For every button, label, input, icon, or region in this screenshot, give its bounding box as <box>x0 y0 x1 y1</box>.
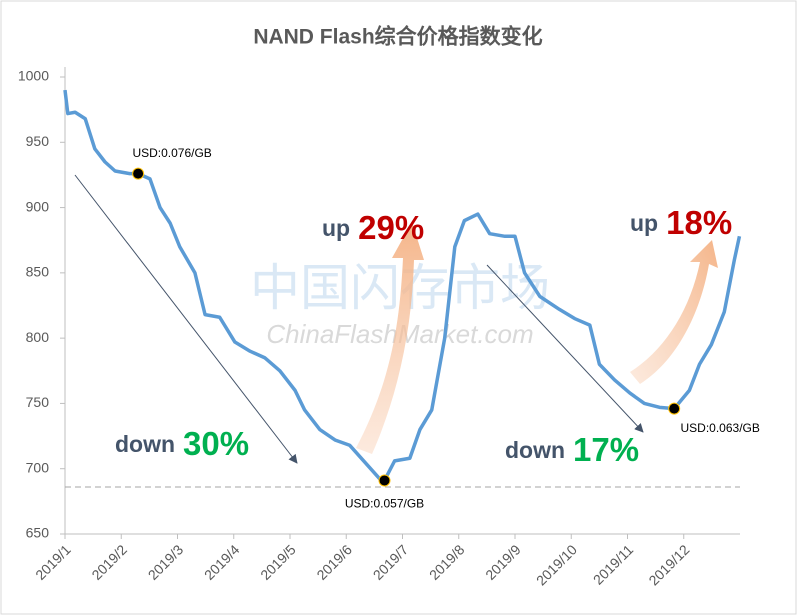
y-tick-label: 700 <box>26 459 50 475</box>
trend-change: 29% <box>358 209 424 246</box>
trend-label: down 30% <box>115 425 249 462</box>
price-point <box>132 167 145 180</box>
y-tick-label: 800 <box>26 329 50 345</box>
y-tick-label: 850 <box>26 264 50 280</box>
y-tick-label: 950 <box>26 133 50 149</box>
chart-title: NAND Flash综合价格指数变化 <box>253 25 542 49</box>
point-label: USD:0.063/GB <box>681 421 760 435</box>
y-tick-label: 750 <box>26 394 50 410</box>
point-label: USD:0.076/GB <box>132 146 211 160</box>
down-arrow <box>74 174 298 464</box>
price-line <box>63 89 742 483</box>
price-point <box>378 474 391 487</box>
trend-word: up <box>322 215 350 241</box>
trend-word: up <box>630 210 658 236</box>
y-tick-label: 1000 <box>18 68 49 84</box>
trend-change: 17% <box>573 431 639 468</box>
price-point <box>668 402 681 415</box>
up-arrow <box>356 222 424 454</box>
trend-label: down 17% <box>505 431 639 468</box>
up-arrow <box>630 240 718 384</box>
down-arrow <box>486 264 644 433</box>
y-tick-label: 650 <box>26 525 50 541</box>
trend-change: 30% <box>183 425 249 462</box>
trend-word: down <box>115 431 175 457</box>
y-tick-label: 900 <box>26 198 50 214</box>
point-label: USD:0.057/GB <box>345 497 424 511</box>
trend-label: up 18% <box>630 204 732 241</box>
trend-change: 18% <box>666 204 732 241</box>
trend-label: up 29% <box>322 209 424 246</box>
trend-word: down <box>505 437 565 463</box>
